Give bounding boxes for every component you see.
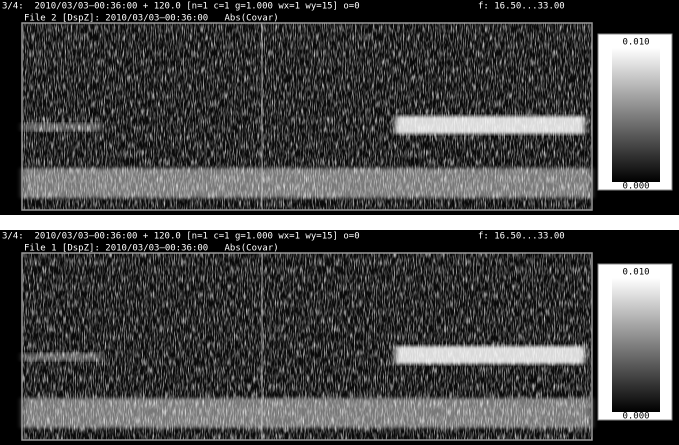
panel-header: 3/4: 2010/03/03–00:36:00 + 120.0 [n=1 c=… — [2, 232, 360, 242]
low-band — [22, 168, 592, 198]
file-label: File 2 [DspZ]: 2010/03/03–00:36:00 Abs(C… — [24, 14, 279, 24]
low-band — [22, 398, 592, 428]
frequency-range: f: 16.50...33.00 — [478, 232, 565, 242]
panel: 3/4: 2010/03/03–00:36:00 + 120.0 [n=1 c=… — [0, 230, 679, 445]
panel: 3/4: 2010/03/03–00:36:00 + 120.0 [n=1 c=… — [0, 0, 679, 215]
mid-streak — [22, 123, 102, 131]
colorbar-min: 0.000 — [622, 182, 649, 192]
frequency-range: f: 16.50...33.00 — [478, 2, 565, 12]
event-streak — [395, 346, 585, 364]
mid-streak — [22, 353, 102, 361]
event-streak — [395, 116, 585, 134]
colorbar — [612, 48, 660, 182]
colorbar-max: 0.010 — [622, 268, 649, 278]
colorbar — [612, 278, 660, 412]
panel-header: 3/4: 2010/03/03–00:36:00 + 120.0 [n=1 c=… — [2, 2, 360, 12]
colorbar-max: 0.010 — [622, 38, 649, 48]
colorbar-min: 0.000 — [622, 412, 649, 422]
file-label: File 1 [DspZ]: 2010/03/03–00:36:00 Abs(C… — [24, 244, 279, 254]
screenshot: 3/4: 2010/03/03–00:36:00 + 120.0 [n=1 c=… — [0, 0, 679, 445]
